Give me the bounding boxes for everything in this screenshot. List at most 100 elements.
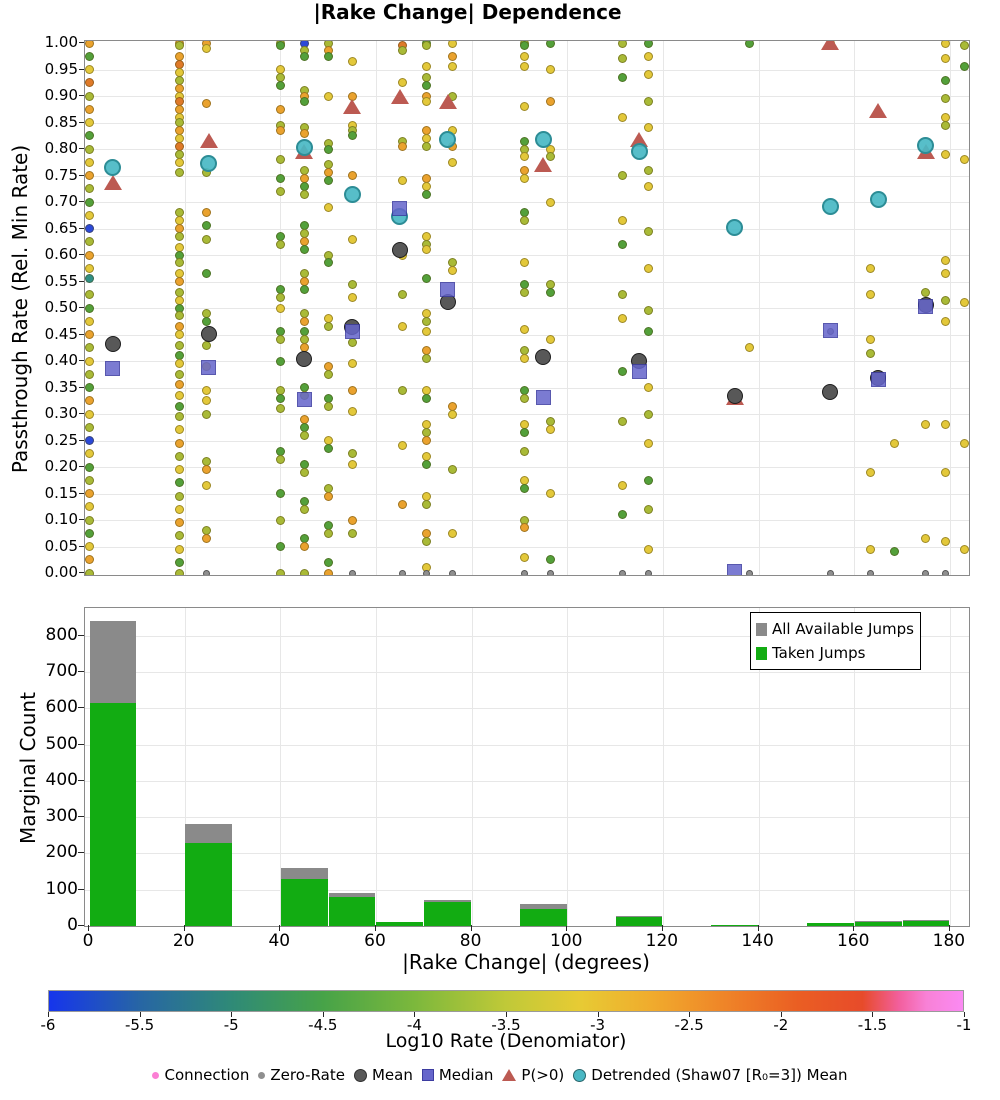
bar-taken (89, 703, 137, 926)
scatter-dot (421, 41, 431, 51)
scatter-dot (447, 41, 457, 48)
scatter-dot (85, 330, 94, 339)
colorbar-tick-label: -3 (590, 1016, 606, 1034)
scatter-y-tick (79, 121, 84, 123)
scatter-dot (85, 555, 94, 565)
scatter-dot (940, 120, 950, 130)
x-gridline (471, 608, 473, 926)
marker-legend-item: Median (421, 1066, 493, 1084)
hist-y-tick (78, 852, 84, 854)
scatter-dot (421, 499, 431, 509)
hist-y-tick-label: 100 (45, 878, 78, 899)
colorbar-tick-label: -2 (773, 1016, 789, 1034)
scatter-dot (323, 528, 333, 538)
zero-rate-dot (618, 569, 626, 575)
scatter-dot (940, 41, 950, 48)
x-gridline (280, 608, 282, 926)
scatter-dot (347, 171, 357, 180)
legend-dot-icon (152, 1071, 160, 1079)
scatter-dot (519, 287, 529, 297)
scatter-dot (617, 481, 627, 491)
scatter-dot (866, 263, 876, 273)
scatter-dot (519, 552, 529, 562)
zero-rate-dot (520, 569, 528, 575)
scatter-dot (275, 125, 285, 135)
scatter-dot (644, 51, 654, 61)
colorbar-tick (506, 1012, 507, 1017)
y-gridline (85, 744, 969, 746)
bar-taken (854, 921, 902, 926)
scatter-dot (275, 335, 285, 345)
colorbar-tick (964, 1012, 965, 1017)
scatter-y-tick (79, 492, 84, 494)
zero-rate-dot (826, 569, 834, 575)
scatter-dot (175, 557, 185, 567)
scatter-dot (175, 544, 185, 554)
x-gridline (662, 608, 664, 926)
y-gridline (85, 202, 969, 203)
hist-x-tick (757, 925, 759, 931)
y-gridline (85, 493, 969, 495)
scatter-y-tick-label: 0.75 (44, 165, 78, 184)
scatter-y-tick-label: 0.15 (44, 483, 78, 502)
hist-x-tick-label: 100 (550, 931, 583, 951)
hist-x-tick-label: 20 (172, 931, 195, 951)
scatter-dot (617, 41, 627, 48)
zero-rate-dot (867, 569, 875, 575)
median-marker (440, 282, 456, 298)
scatter-dot (85, 422, 94, 432)
scatter-dot (85, 184, 94, 194)
scatter-y-tick-label: 0.05 (44, 536, 78, 555)
hist-y-tick (78, 925, 84, 926)
scatter-dot (275, 303, 285, 313)
scatter-dot (617, 314, 627, 324)
zero-rate-dot (348, 569, 356, 575)
scatter-y-tick (79, 95, 84, 96)
scatter-dot (940, 467, 950, 477)
scatter-dot (347, 515, 357, 525)
scatter-dot (85, 157, 94, 167)
scatter-dot (519, 523, 529, 533)
scatter-dot (421, 189, 431, 199)
y-gridline (85, 414, 969, 415)
hist-x-tick (661, 925, 663, 931)
scatter-dot (323, 369, 333, 379)
colorbar-tick (48, 1012, 49, 1017)
hist-x-tick-label: 180 (932, 931, 966, 951)
scatter-dot (519, 324, 529, 334)
pgt0-marker (869, 102, 888, 118)
y-gridline (85, 96, 969, 97)
colorbar-tick (597, 1012, 599, 1017)
scatter-dot (959, 298, 969, 308)
scatter-dot (519, 152, 529, 162)
scatter-dot (421, 353, 431, 363)
scatter-dot (347, 234, 357, 244)
scatter-dot (617, 112, 627, 122)
colorbar-tick-label: -5 (223, 1016, 239, 1034)
hist-x-tick-label: 0 (82, 931, 94, 951)
hist-y-tick (78, 888, 84, 890)
scatter-dot (299, 430, 309, 440)
scatter-dot (323, 91, 333, 101)
hist-x-tick-label: 120 (645, 931, 679, 951)
pgt0-marker (438, 93, 457, 109)
scatter-dot (397, 322, 407, 332)
y-gridline (85, 122, 969, 124)
scatter-dot (85, 515, 94, 525)
y-gridline (85, 255, 969, 256)
hist-x-tick (279, 925, 281, 931)
scatter-dot (421, 536, 431, 546)
scatter-dot (85, 568, 94, 575)
hist-x-tick (374, 925, 376, 931)
scatter-dot (323, 557, 333, 567)
scatter-dot (644, 226, 654, 236)
scatter-dot (299, 128, 309, 138)
scatter-dot (323, 491, 333, 501)
scatter-y-tick-label: 0.90 (44, 86, 78, 104)
mean-marker (200, 325, 217, 342)
scatter-dot (519, 393, 529, 403)
x-gridline (567, 608, 569, 926)
pgt0-marker (390, 89, 409, 105)
scatter-y-axis-label: Passthrough Rate (Rel. Min Rate) (8, 144, 32, 474)
scatter-dot (175, 277, 185, 286)
